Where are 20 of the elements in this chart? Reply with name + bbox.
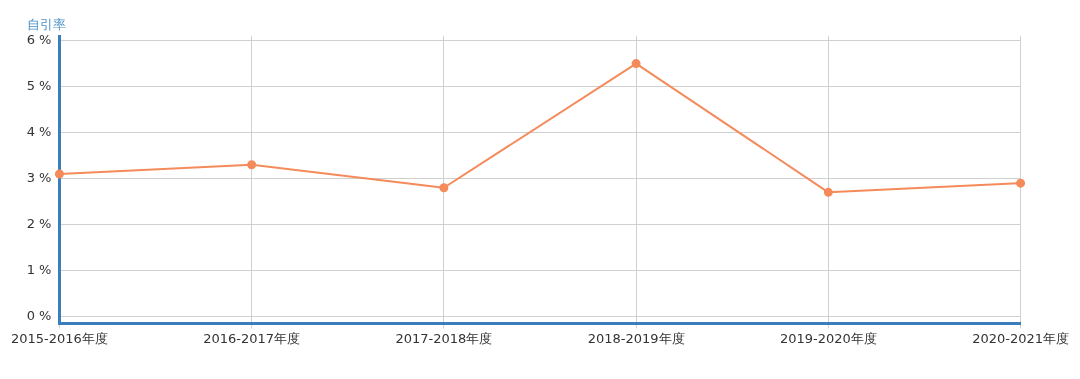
y-tick-label: 3 %	[26, 169, 52, 185]
y-axis-title: 自引率	[26, 16, 66, 32]
x-tick-label: 2018-2019年度	[587, 330, 685, 346]
point	[439, 183, 449, 193]
point	[631, 59, 641, 69]
y-tick-label: 6 %	[26, 31, 52, 47]
y-tick-label: 4 %	[26, 123, 52, 139]
x-tick-label: 2017-2018年度	[395, 330, 493, 346]
point	[247, 160, 257, 170]
y-tick-label: 0 %	[26, 307, 52, 323]
point	[823, 187, 833, 197]
y-tick-label: 5 %	[26, 77, 52, 93]
y-tick-label: 1 %	[26, 261, 52, 277]
y-tick-label: 2 %	[26, 215, 52, 231]
point	[54, 169, 64, 179]
x-tick-label: 2020-2021年度	[972, 330, 1069, 346]
point	[1016, 178, 1026, 188]
x-tick-label: 2015-2016年度	[11, 330, 108, 346]
x-tick-label: 2016-2017年度	[203, 330, 301, 346]
x-tick-label: 2019-2020年度	[779, 330, 877, 346]
